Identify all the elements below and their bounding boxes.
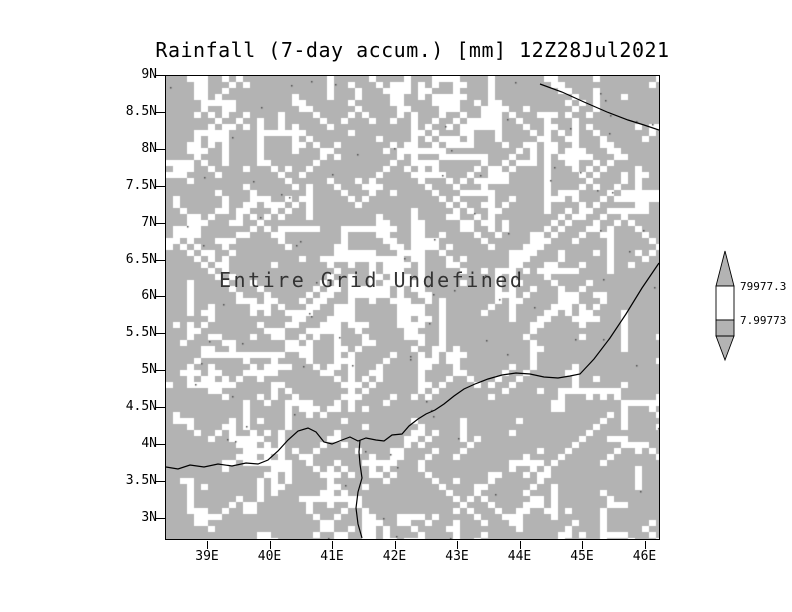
y-tick-mark xyxy=(156,407,165,409)
x-tick-label: 42E xyxy=(382,549,407,564)
y-tick-mark xyxy=(156,148,165,150)
y-tick-mark xyxy=(156,75,165,76)
coastline-south-branch xyxy=(355,439,363,539)
y-tick-label: 6.5N xyxy=(125,251,157,267)
chart-title: Rainfall (7-day accum.) [mm] 12Z28Jul202… xyxy=(155,38,670,62)
y-tick-label: 4.5N xyxy=(125,399,157,415)
y-tick-mark xyxy=(156,222,165,224)
y-tick-label: 7.5N xyxy=(125,177,157,193)
x-tick-mark xyxy=(519,541,521,549)
y-tick-label: 8N xyxy=(141,140,157,156)
y-tick-mark xyxy=(156,333,165,335)
x-tick-label: 45E xyxy=(570,549,594,564)
colorbar-label-min: 7.99773 xyxy=(740,314,787,327)
y-tick-mark xyxy=(156,517,165,519)
y-tick-label: 3N xyxy=(141,509,157,525)
x-tick-label: 41E xyxy=(320,549,344,564)
x-tick-label: 39E xyxy=(195,549,219,564)
y-tick-label: 3.5N xyxy=(125,472,157,488)
y-tick-mark xyxy=(156,480,165,482)
y-tick-label: 6N xyxy=(141,288,157,304)
y-tick-mark xyxy=(156,259,165,261)
y-tick-mark xyxy=(156,111,165,113)
y-tick-label: 5.5N xyxy=(125,325,157,341)
y-tick-label: 7N xyxy=(141,214,157,230)
x-tick-mark xyxy=(332,541,333,549)
coastline-map xyxy=(166,83,659,539)
x-tick-label: 40E xyxy=(257,549,282,564)
y-tick-label: 5N xyxy=(141,362,157,378)
x-tick-mark xyxy=(207,541,208,549)
y-tick-mark xyxy=(156,444,165,445)
undefined-grid-annotation: Entire Grid Undefined xyxy=(219,268,525,292)
y-tick-label: 8.5N xyxy=(125,103,157,119)
x-tick-mark xyxy=(644,541,646,549)
colorbar-up-arrow xyxy=(715,250,735,287)
y-tick-label: 4N xyxy=(141,436,157,451)
colorbar-down-arrow xyxy=(715,335,735,362)
x-tick-mark xyxy=(457,541,458,549)
colorbar-segment-white xyxy=(715,285,735,321)
undefined-grid-speckle-pattern xyxy=(166,76,659,539)
colorbar-label-max: 79977.3 xyxy=(740,280,787,293)
y-tick-mark xyxy=(156,370,165,372)
x-tick-mark xyxy=(394,541,396,549)
x-tick-label: 44E xyxy=(507,549,532,564)
x-tick-mark xyxy=(582,541,583,549)
y-tick-mark xyxy=(156,185,165,187)
x-tick-mark xyxy=(269,541,271,549)
colorbar-segment-gray xyxy=(715,319,735,337)
x-tick-label: 43E xyxy=(445,549,469,564)
plot-area: Entire Grid Undefined xyxy=(165,75,660,540)
colorbar xyxy=(715,250,735,362)
y-tick-mark xyxy=(156,296,165,298)
coastline-northeast xyxy=(539,83,659,131)
coastline-main xyxy=(166,262,659,470)
x-tick-label: 46E xyxy=(632,549,657,564)
y-tick-label: 9N xyxy=(141,67,157,82)
